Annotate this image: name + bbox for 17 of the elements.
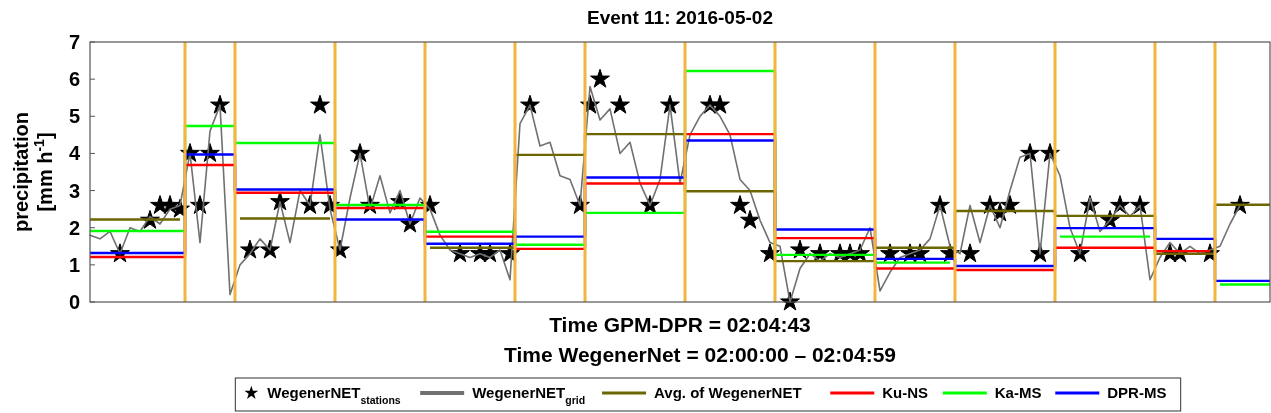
x-axis-title: Time GPM-DPR = 02:04:43 bbox=[549, 313, 811, 336]
y-tick-label: 5 bbox=[68, 105, 80, 128]
chart-title: Event 11: 2016-05-02 bbox=[587, 7, 773, 28]
y-tick-label: 7 bbox=[68, 31, 80, 53]
legend-label: Avg. of WegenerNET bbox=[654, 384, 802, 402]
y-tick-label: 6 bbox=[68, 68, 80, 91]
legend-label: Ka-MS bbox=[994, 384, 1042, 402]
y-tick-label: 2 bbox=[68, 216, 80, 239]
y-tick-label: 1 bbox=[68, 253, 80, 276]
legend-label: Ku-NS bbox=[882, 384, 929, 402]
legend-label: WegenerNET$_{stations}$ bbox=[267, 384, 401, 407]
legend-label: WegenerNET$_{grid}$ bbox=[472, 384, 586, 407]
y-tick-label: 4 bbox=[68, 142, 81, 165]
text: Time WegenerNet = 02:00:00 – 02:04:59 bbox=[503, 343, 897, 366]
y-tick-label: 3 bbox=[68, 179, 80, 202]
y-tick-label: 0 bbox=[68, 291, 80, 313]
legend-label: DPR-MS bbox=[1107, 384, 1167, 402]
